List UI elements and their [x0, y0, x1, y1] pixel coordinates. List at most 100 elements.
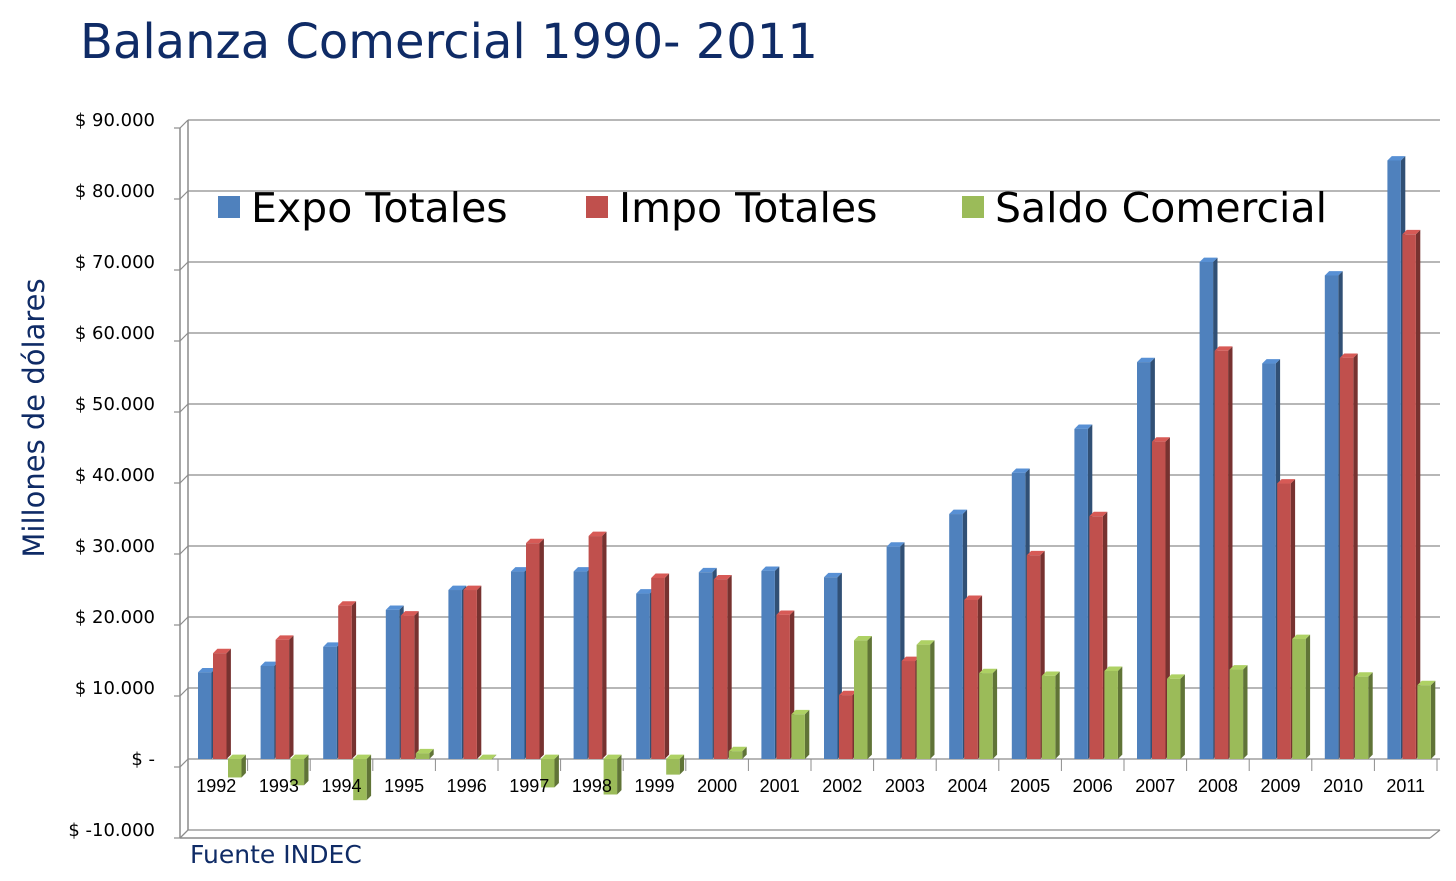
- expo-bar-front: [1199, 262, 1214, 759]
- impo-bar-top: [526, 538, 544, 544]
- impo-bar-top: [400, 611, 419, 616]
- x-tick-label: 2008: [1198, 776, 1238, 796]
- saldo-bar-top: [478, 754, 497, 759]
- saldo-bar-top: [1354, 672, 1373, 677]
- saldo-bar-top: [666, 754, 685, 759]
- y-tick-label: $ 20.000: [75, 607, 155, 628]
- expo-bar-front: [1324, 275, 1339, 759]
- x-tick-label: 1996: [447, 776, 487, 796]
- legend-label: Saldo Comercial: [995, 184, 1327, 232]
- saldo-bar-top: [603, 754, 622, 759]
- impo-bar-front: [776, 614, 790, 759]
- saldo-bar-side: [804, 709, 810, 759]
- impo-bar-side: [539, 538, 544, 759]
- saldo-bar-side: [241, 754, 246, 778]
- impo-bar: [713, 574, 732, 759]
- saldo-bar: [541, 754, 559, 788]
- expo-bar-top: [824, 572, 842, 578]
- expo-bar-front: [1262, 363, 1276, 759]
- saldo-bar-front: [228, 759, 242, 778]
- saldo-bar-top: [854, 636, 872, 641]
- saldo-bar-top: [541, 754, 559, 759]
- x-tick-label: 2003: [885, 776, 925, 796]
- saldo-bar: [1104, 666, 1123, 759]
- impo-bar-front: [1402, 234, 1416, 759]
- impo-bar-top: [964, 595, 983, 600]
- saldo-bar-front: [353, 759, 367, 801]
- impo-bar: [400, 611, 419, 759]
- impo-bar: [275, 635, 294, 759]
- impo-bar-side: [226, 648, 231, 759]
- impo-bar-front: [338, 605, 352, 759]
- saldo-bar-side: [1117, 666, 1123, 759]
- saldo-bar-top: [1292, 634, 1311, 640]
- saldo-bar-top: [290, 754, 309, 759]
- saldo-bar: [791, 709, 810, 759]
- expo-bar-front: [448, 590, 462, 759]
- expo-bar-top: [1262, 359, 1281, 364]
- y-tick-label: $ 90.000: [75, 110, 155, 131]
- expo-bar-top: [573, 567, 592, 572]
- saldo-bar-front: [1104, 670, 1118, 759]
- saldo-bar-side: [304, 754, 309, 786]
- saldo-bar: [1041, 671, 1060, 759]
- gridline-side: [179, 261, 189, 271]
- expo-bar-top: [511, 567, 529, 572]
- gridline-side: [179, 616, 189, 626]
- y-tick-label: $ -: [131, 749, 155, 770]
- saldo-bar: [353, 754, 372, 801]
- saldo-bar-side: [930, 640, 935, 759]
- saldo-bar-side: [429, 748, 434, 759]
- saldo-bar: [290, 754, 309, 786]
- saldo-bar-front: [1354, 676, 1369, 759]
- saldo-bar-side: [742, 746, 747, 759]
- impo-bar-front: [964, 599, 978, 759]
- x-tick-label: 1992: [196, 776, 236, 796]
- impo-bar: [338, 601, 357, 759]
- saldo-bar-front: [854, 640, 868, 759]
- impo-bar-front: [463, 590, 477, 759]
- x-tick-label: 1998: [572, 776, 612, 796]
- chart-title: Balanza Comercial 1990- 2011: [80, 14, 818, 70]
- legend-swatch-expo-totales: [218, 196, 240, 218]
- impo-bar-side: [1228, 346, 1233, 759]
- saldo-bar: [228, 754, 246, 778]
- saldo-bar: [603, 754, 622, 795]
- impo-bar-top: [338, 601, 357, 606]
- x-tick-label: 1997: [509, 776, 549, 796]
- impo-bar-front: [651, 577, 665, 759]
- saldo-bar: [1229, 665, 1248, 759]
- saldo-bar-side: [992, 668, 998, 759]
- expo-bar-front: [385, 609, 400, 759]
- y-tick-label: $ 60.000: [75, 323, 155, 344]
- expo-bar-top: [260, 661, 279, 666]
- saldo-bar-front: [541, 759, 555, 788]
- impo-bar-top: [1026, 550, 1045, 556]
- saldo-bar-front: [791, 714, 805, 759]
- impo-bar-top: [275, 635, 294, 640]
- x-tick-label: 2007: [1135, 776, 1175, 796]
- saldo-bar-side: [1243, 665, 1248, 759]
- x-tick-label: 1995: [384, 776, 424, 796]
- impo-bar-top: [776, 610, 795, 615]
- impo-bar-side: [414, 611, 419, 759]
- gridline-side: [179, 190, 189, 200]
- source-note: Fuente INDEC: [190, 840, 362, 869]
- expo-bar-front: [824, 577, 838, 759]
- saldo-bar-side: [617, 754, 622, 795]
- x-tick-label: 2011: [1386, 776, 1425, 796]
- impo-bar-top: [901, 656, 920, 662]
- expo-bar-top: [761, 566, 780, 571]
- impo-bar: [526, 538, 544, 759]
- impo-bar-front: [400, 615, 415, 759]
- impo-bar-front: [1339, 357, 1354, 759]
- expo-bar: [824, 572, 842, 759]
- expo-bar-top: [385, 605, 404, 610]
- x-tick-label: 1994: [321, 776, 361, 796]
- saldo-bar-side: [1055, 671, 1060, 759]
- gridline-side: [179, 545, 189, 555]
- x-tick-label: 2010: [1323, 776, 1363, 796]
- expo-bar-front: [698, 572, 713, 759]
- saldo-bar-front: [979, 673, 993, 759]
